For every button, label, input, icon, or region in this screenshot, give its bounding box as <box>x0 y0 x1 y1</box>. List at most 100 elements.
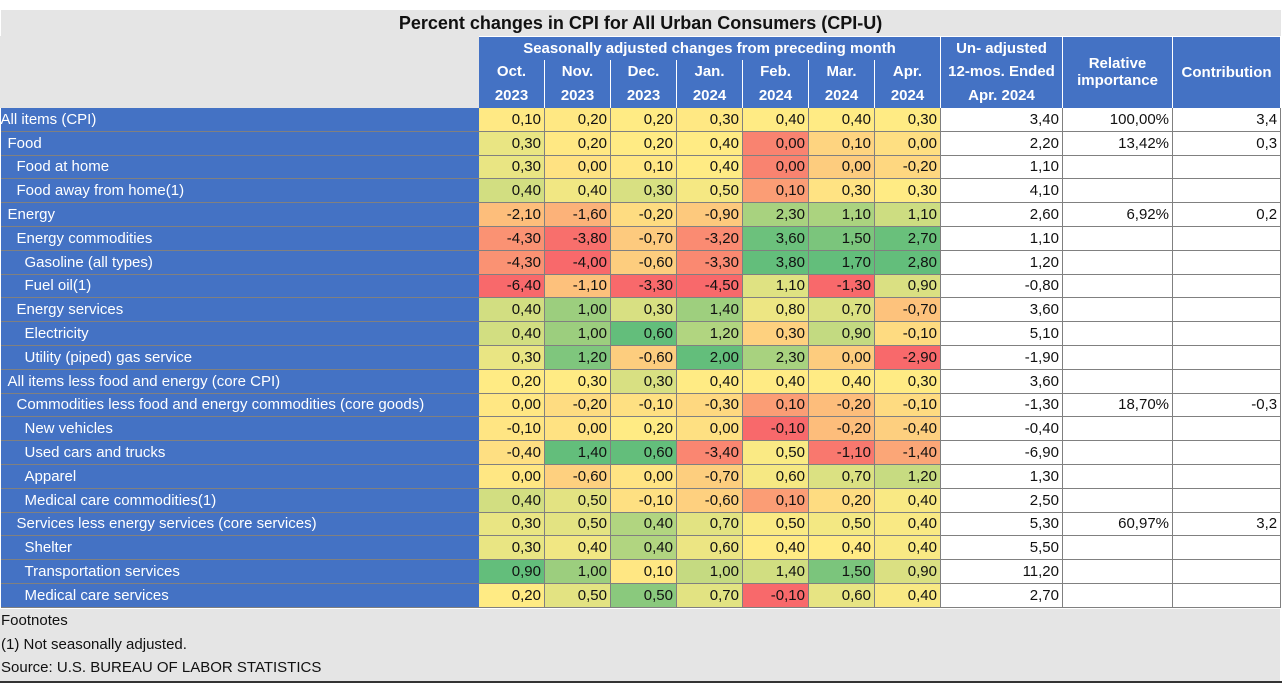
unadjusted-cell: -1,30 <box>940 393 1063 418</box>
monthly-change-cell: -0,10 <box>874 321 941 346</box>
monthly-change-cell: 3,60 <box>742 226 809 251</box>
monthly-change-cell: 1,10 <box>742 274 809 299</box>
monthly-change-cell: 1,00 <box>544 297 611 323</box>
monthly-change-cell: -0,10 <box>478 416 545 442</box>
monthly-change-cell: 2,00 <box>676 345 743 370</box>
relative-importance-cell: 18,70% <box>1062 393 1173 418</box>
monthly-change-cell: -3,80 <box>544 226 611 251</box>
monthly-change-cell: 0,40 <box>676 131 743 156</box>
monthly-change-cell: 0,00 <box>742 131 809 156</box>
table-title: Percent changes in CPI for All Urban Con… <box>0 10 1281 37</box>
row-label: Services less energy services (core serv… <box>0 512 479 537</box>
table-row: Food away from home(1) 0,40 0,40 0,30 0,50 0,… <box>0 178 1282 204</box>
unadjusted-cell: -0,80 <box>940 274 1063 299</box>
monthly-change-cell: -2,90 <box>874 345 941 370</box>
relative-importance-cell <box>1062 583 1173 608</box>
unadjusted-cell: 3,60 <box>940 297 1063 323</box>
relative-importance-cell: 6,92% <box>1062 202 1173 227</box>
monthly-change-cell: -3,40 <box>676 440 743 465</box>
relative-importance-cell <box>1062 274 1173 299</box>
monthly-change-cell: 0,80 <box>742 297 809 323</box>
monthly-change-cell: 0,50 <box>544 512 611 537</box>
column-header-year: 2024 <box>742 83 809 108</box>
column-header-year: 2024 <box>808 83 875 108</box>
contribution-cell <box>1172 559 1282 584</box>
monthly-change-cell: -0,10 <box>742 416 809 442</box>
relative-importance-cell <box>1062 178 1173 204</box>
table-row: Commodities less food and energy commodi… <box>0 393 1282 418</box>
table-row: Utility (piped) gas service 0,30 1,20 -0,60… <box>0 345 1282 370</box>
unadjusted-cell: -0,40 <box>940 416 1063 442</box>
unadjusted-cell: -1,90 <box>940 345 1063 370</box>
row-label: Medical care services <box>0 583 479 608</box>
monthly-change-cell: 0,60 <box>610 321 677 346</box>
relative-importance-cell: 60,97% <box>1062 512 1173 537</box>
monthly-change-cell: 0,20 <box>610 131 677 156</box>
contribution-cell: 3,4 <box>1172 107 1282 132</box>
monthly-change-cell: -3,30 <box>610 274 677 299</box>
monthly-change-cell: -6,40 <box>478 274 545 299</box>
monthly-change-cell: 1,00 <box>544 321 611 346</box>
monthly-change-cell: -0,20 <box>544 393 611 418</box>
monthly-change-cell: 0,50 <box>544 583 611 608</box>
unadjusted-cell: 1,10 <box>940 155 1063 180</box>
row-label: Transportation services <box>0 559 479 584</box>
monthly-change-cell: 0,40 <box>874 535 941 561</box>
row-label: New vehicles <box>0 416 479 442</box>
row-label: Apparel <box>0 464 479 489</box>
table-row: All items (CPI) 0,10 0,20 0,20 0,30 0,40 0,40 0… <box>0 107 1282 132</box>
column-header-month: Jan. <box>676 59 743 84</box>
monthly-change-cell: 0,30 <box>742 321 809 346</box>
contribution-cell: 0,2 <box>1172 202 1282 227</box>
monthly-change-cell: 0,50 <box>610 583 677 608</box>
monthly-change-cell: -0,10 <box>874 393 941 418</box>
monthly-change-cell: 0,40 <box>544 178 611 204</box>
monthly-change-cell: 0,40 <box>874 488 941 513</box>
monthly-change-cell: 0,50 <box>544 488 611 513</box>
relative-importance-cell <box>1062 226 1173 251</box>
unadjusted-cell: -6,90 <box>940 440 1063 465</box>
unadjusted-cell: 3,60 <box>940 369 1063 394</box>
monthly-change-cell: 1,40 <box>544 440 611 465</box>
monthly-change-cell: 1,00 <box>676 559 743 584</box>
monthly-change-cell: 0,00 <box>478 464 545 489</box>
monthly-change-cell: 0,20 <box>610 107 677 132</box>
contribution-cell <box>1172 250 1282 275</box>
relative-importance-cell <box>1062 250 1173 275</box>
monthly-change-cell: 0,30 <box>478 155 545 180</box>
monthly-change-cell: 1,20 <box>676 321 743 346</box>
monthly-change-cell: 0,40 <box>742 107 809 132</box>
monthly-change-cell: 0,50 <box>742 440 809 465</box>
row-label: Electricity <box>0 321 479 346</box>
monthly-change-cell: 3,80 <box>742 250 809 275</box>
table-row: All items less food and energy (core CPI… <box>0 369 1282 394</box>
table-row: Services less energy services (core serv… <box>0 512 1282 537</box>
monthly-change-cell: 0,50 <box>742 512 809 537</box>
table-row: Fuel oil(1) -6,40 -1,10 -3,30 -4,50 1,10 -1,30… <box>0 274 1282 299</box>
relative-importance-cell <box>1062 297 1173 323</box>
monthly-change-cell: 0,10 <box>742 488 809 513</box>
monthly-change-cell: 0,30 <box>610 369 677 394</box>
monthly-change-cell: 0,10 <box>610 559 677 584</box>
seasonal-group-header: Seasonally adjusted changes from precedi… <box>478 36 941 60</box>
monthly-change-cell: -0,10 <box>610 488 677 513</box>
monthly-change-cell: 0,40 <box>610 512 677 537</box>
row-label: Medical care commodities(1) <box>0 488 479 513</box>
monthly-change-cell: 0,90 <box>874 559 941 584</box>
monthly-change-cell: 0,90 <box>808 321 875 346</box>
row-label: All items (CPI) <box>0 107 479 132</box>
monthly-change-cell: 0,20 <box>808 488 875 513</box>
monthly-change-cell: 2,70 <box>874 226 941 251</box>
row-label: Food <box>0 131 479 156</box>
monthly-change-cell: 1,20 <box>874 464 941 489</box>
monthly-change-cell: -4,50 <box>676 274 743 299</box>
column-header-year: 2024 <box>874 83 941 108</box>
monthly-change-cell: 0,20 <box>478 583 545 608</box>
monthly-change-cell: 0,30 <box>874 178 941 204</box>
relative-importance-cell <box>1062 369 1173 394</box>
footnotes-heading: Footnotes <box>1 612 68 629</box>
monthly-change-cell: -4,30 <box>478 226 545 251</box>
table-row: Medical care commodities(1) 0,40 0,50 -0,10… <box>0 488 1282 513</box>
relative-importance-header: Relative importance <box>1062 36 1173 108</box>
row-label: Shelter <box>0 535 479 561</box>
